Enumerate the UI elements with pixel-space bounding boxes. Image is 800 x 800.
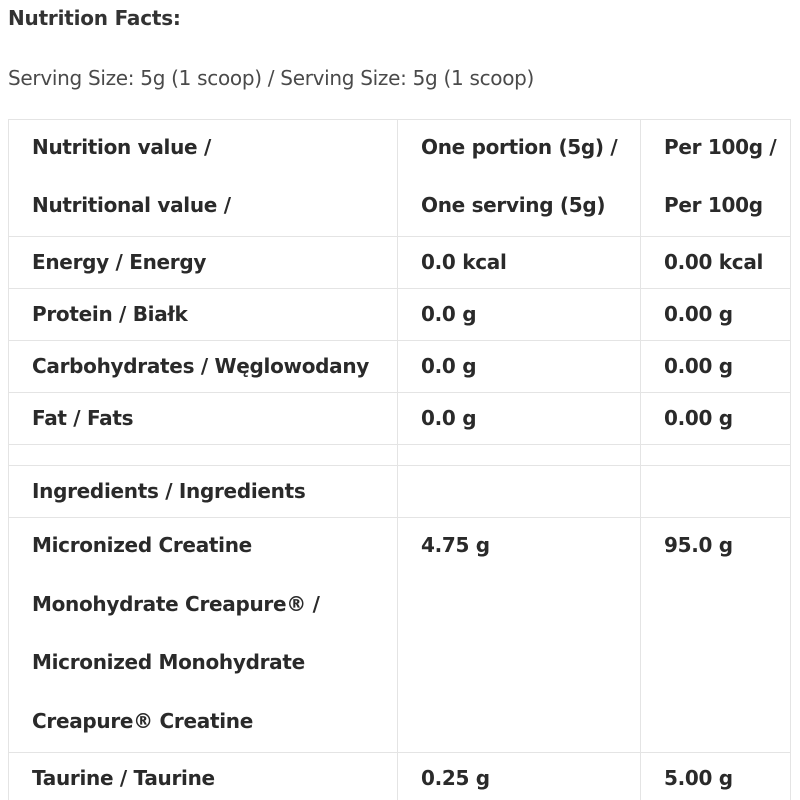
- nutrient-name: Carbohydrates / Węglowodany: [32, 354, 370, 378]
- creatine-per100: 95.0 g: [664, 533, 733, 557]
- creatine-name-line-4: Creapure® Creatine: [32, 708, 253, 733]
- table-row: Fat / Fats 0.0 g 0.00 g: [8, 392, 791, 445]
- nutrient-name: Protein / Białk: [32, 302, 188, 326]
- table-row: Taurine / Taurine 0.25 g 5.00 g: [8, 752, 791, 800]
- header-nutrition-value-line-2: Nutritional value /: [32, 193, 231, 217]
- serving-size-text: Serving Size: 5g (1 scoop) / Serving Siz…: [8, 66, 535, 90]
- nutrient-per100: 0.00 kcal: [664, 250, 764, 274]
- taurine-per100: 5.00 g: [664, 766, 733, 790]
- header-one-portion-line-1: One portion (5g) /: [421, 135, 618, 159]
- taurine-portion: 0.25 g: [421, 766, 490, 790]
- table-row: Carbohydrates / Węglowodany 0.0 g 0.00 g: [8, 340, 791, 393]
- table-row: Ingredients / Ingredients: [8, 465, 791, 518]
- nutrient-name: Fat / Fats: [32, 406, 134, 430]
- creatine-name-line-3: Micronized Monohydrate: [32, 650, 305, 674]
- header-per-100g: Per 100g / Per 100g: [640, 119, 791, 237]
- page-title: Nutrition Facts:: [8, 6, 181, 30]
- creatine-name: Micronized Creatine Monohydrate Creapure…: [8, 517, 398, 753]
- table-row: Micronized Creatine Monohydrate Creapure…: [8, 517, 791, 753]
- ingredients-label: Ingredients / Ingredients: [32, 479, 306, 503]
- header-one-portion-line-2: One serving (5g): [421, 193, 606, 217]
- nutrient-per100: 0.00 g: [664, 406, 733, 430]
- nutrient-per100: 0.00 g: [664, 354, 733, 378]
- creatine-name-line-2: Monohydrate Creapure® /: [32, 591, 320, 616]
- creatine-name-line-1: Micronized Creatine: [32, 533, 252, 557]
- creatine-portion: 4.75 g: [421, 533, 490, 557]
- nutrient-portion: 0.0 kcal: [421, 250, 507, 274]
- header-nutrition-value-line-1: Nutrition value /: [32, 135, 211, 159]
- taurine-name: Taurine / Taurine: [32, 766, 215, 790]
- nutrient-portion: 0.0 g: [421, 406, 477, 430]
- header-one-portion: One portion (5g) / One serving (5g): [397, 119, 641, 237]
- header-nutrition-value: Nutrition value / Nutritional value /: [8, 119, 398, 237]
- nutrition-table: Nutrition value / Nutritional value / On…: [8, 119, 791, 800]
- table-row: Protein / Białk 0.0 g 0.00 g: [8, 288, 791, 341]
- table-row: Energy / Energy 0.0 kcal 0.00 kcal: [8, 236, 791, 289]
- header-per-100g-line-1: Per 100g /: [664, 135, 777, 159]
- nutrient-per100: 0.00 g: [664, 302, 733, 326]
- table-spacer-row: [8, 444, 791, 466]
- header-per-100g-line-2: Per 100g: [664, 193, 763, 217]
- nutrient-portion: 0.0 g: [421, 354, 477, 378]
- nutrient-portion: 0.0 g: [421, 302, 477, 326]
- table-header-row: Nutrition value / Nutritional value / On…: [8, 119, 791, 237]
- nutrient-name: Energy / Energy: [32, 250, 207, 274]
